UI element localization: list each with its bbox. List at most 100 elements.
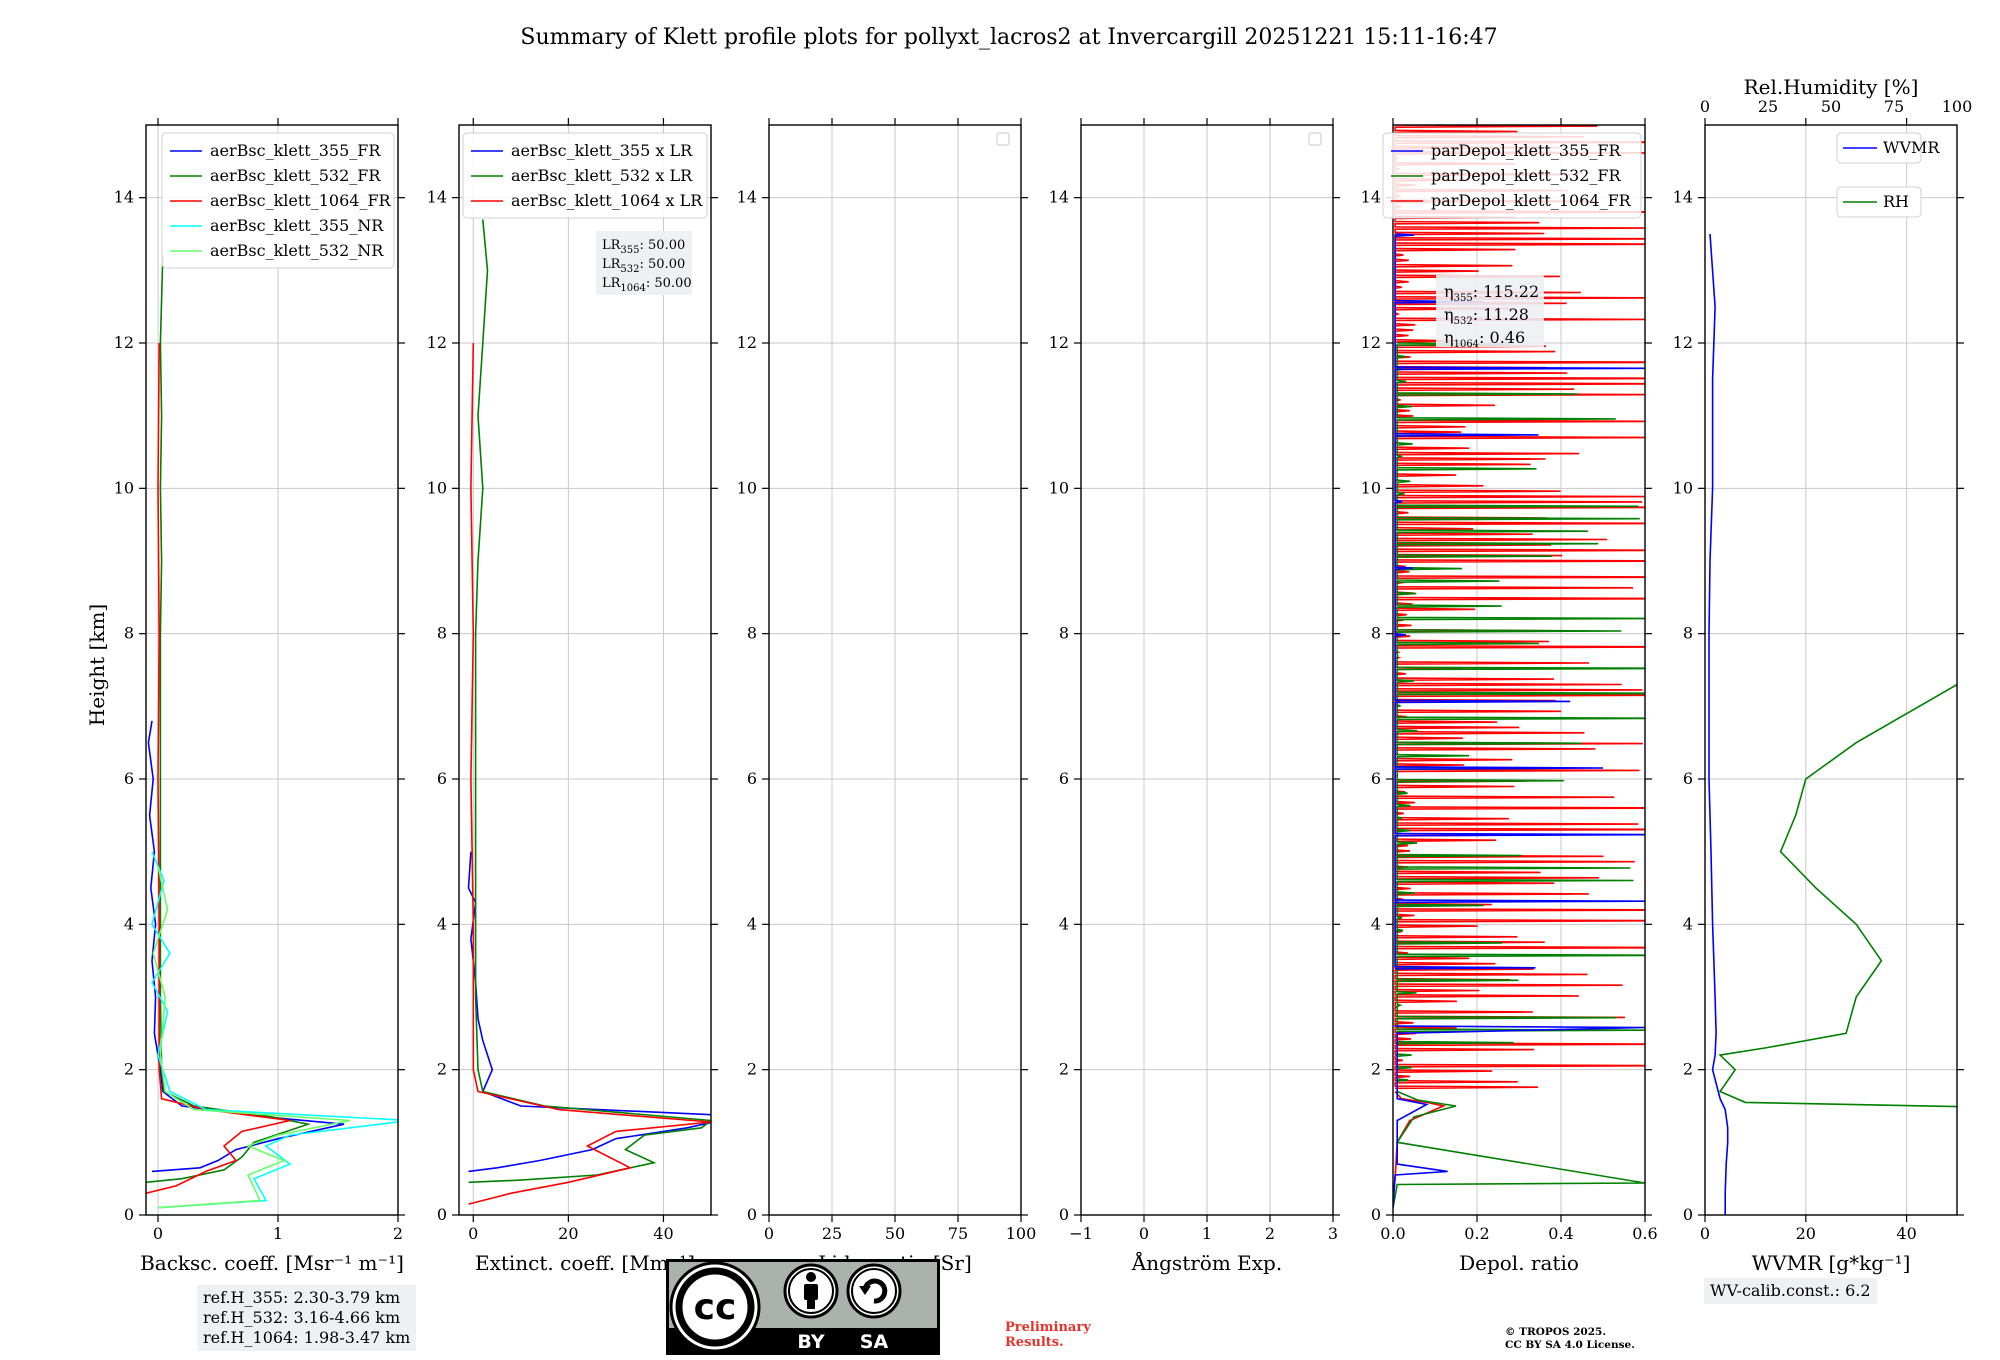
top-tick-label: 25	[1758, 97, 1778, 116]
x-tick-label: 1	[1202, 1224, 1212, 1243]
series-line-aerBsc_klett_355_FR	[147, 720, 345, 1173]
wv-calib-box: WV-calib.const.: 6.2	[1704, 1278, 1877, 1304]
x-axis-label: Backsc. coeff. [Msr⁻¹ m⁻¹]	[140, 1251, 404, 1275]
y-tick-label: 4	[1683, 914, 1693, 933]
x-tick-label: 0.0	[1380, 1224, 1405, 1243]
y-tick-label: 2	[437, 1060, 447, 1079]
y-tick-label: 4	[437, 914, 447, 933]
y-tick-label: 2	[747, 1060, 757, 1079]
lr-annotation-355: LR355: 50.00	[602, 238, 685, 256]
x-axis-label: Ångström Exp.	[1131, 1250, 1282, 1275]
x-tick-label: 40	[1896, 1224, 1916, 1243]
y-tick-label: 10	[1361, 478, 1381, 497]
y-tick-label: 12	[114, 333, 134, 352]
axes-frame	[458, 124, 712, 1216]
y-tick-label: 14	[1049, 188, 1069, 207]
y-tick-label: 10	[114, 478, 134, 497]
legend-entry-aerBsc_klett_1064 x LR: aerBsc_klett_1064 x LR	[511, 191, 703, 210]
x-tick-label: 100	[1006, 1224, 1037, 1243]
series-group	[467, 219, 711, 1205]
legend-entry-aerBsc_klett_355_FR: aerBsc_klett_355_FR	[210, 141, 381, 160]
x-tick-label: −1	[1069, 1224, 1093, 1243]
y-tick-label: 4	[124, 914, 134, 933]
y-tick-label: 4	[1059, 914, 1069, 933]
lr-annotation-532: LR532: 50.00	[602, 257, 685, 275]
series-line-parDepol_klett_532_FR	[1393, 1090, 1645, 1208]
top-tick-label: 0	[1700, 97, 1710, 116]
y-tick-label: 6	[1683, 769, 1693, 788]
y-tick-label: 14	[737, 188, 757, 207]
x-tick-label: 2	[1265, 1224, 1275, 1243]
y-tick-label: 2	[124, 1060, 134, 1079]
figure-title: Summary of Klett profile plots for polly…	[520, 25, 1497, 50]
y-tick-label: 8	[1683, 624, 1693, 643]
legend-entry-aerBsc_klett_355_NR: aerBsc_klett_355_NR	[210, 216, 384, 235]
ref-height-355: ref.H_355: 2.30-3.79 km	[203, 1288, 401, 1307]
y-tick-label: 14	[114, 188, 134, 207]
ref-height-532: ref.H_532: 3.16-4.66 km	[203, 1308, 401, 1327]
eta-annotation-532: η532: 11.28	[1444, 305, 1529, 327]
x-tick-label: 0	[468, 1224, 478, 1243]
x-tick-label: 20	[558, 1224, 578, 1243]
y-tick-label: 2	[1371, 1060, 1381, 1079]
panel-depol: 0.0 0.2 0.4 0.6 0 2 4 6 8 10 12 14 Depol. ratio parDe…	[1361, 118, 1658, 1275]
legend-entry-aerBsc_klett_355 x LR: aerBsc_klett_355 x LR	[511, 141, 693, 160]
axes-frame	[1704, 124, 1958, 1216]
series-line-aerBsc_klett_1064_FR	[146, 342, 291, 1194]
y-tick-label: 0	[1059, 1205, 1069, 1224]
y-tick-label: 10	[1049, 478, 1069, 497]
y-tick-label: 8	[437, 624, 447, 643]
legend-entry-parDepol_klett_1064_FR: parDepol_klett_1064_FR	[1431, 191, 1632, 210]
legend-box	[1836, 186, 1922, 218]
x-axis-label: Depol. ratio	[1459, 1251, 1579, 1275]
preliminary-results-note: Preliminary Results.	[1005, 1320, 1091, 1350]
x-tick-label: 20	[1796, 1224, 1816, 1243]
series-line-parDepol_klett_355_FR	[1394, 233, 1645, 970]
legend-entry-aerBsc_klett_532_NR: aerBsc_klett_532_NR	[210, 241, 384, 260]
panel-lidar-ratio: 025507510002468101214Lidar ratio [Sr]	[737, 118, 1037, 1275]
x-tick-label: 0	[764, 1224, 774, 1243]
legend-entry-parDepol_klett_355_FR: parDepol_klett_355_FR	[1431, 141, 1622, 160]
legend-entry-WVMR: WVMR	[1883, 138, 1940, 157]
series-line-aerBsc_klett_532 x LR	[468, 219, 711, 1184]
empty-legend	[996, 132, 1010, 146]
x-tick-label: 1	[273, 1224, 283, 1243]
y-tick-label: 6	[437, 769, 447, 788]
y-tick-label: 2	[1059, 1060, 1069, 1079]
series-line-RH	[1718, 683, 1957, 1108]
x-tick-label: 2	[393, 1224, 403, 1243]
x-tick-label: 50	[885, 1224, 905, 1243]
legend-box	[462, 132, 708, 219]
eta-annotation-box	[1436, 275, 1544, 347]
y-tick-label: 8	[1371, 624, 1381, 643]
y-tick-label: 4	[747, 914, 757, 933]
y-tick-label: 6	[124, 769, 134, 788]
x-axis-label: WVMR [g*kg⁻¹]	[1752, 1251, 1911, 1275]
x-tick-label: 0.6	[1632, 1224, 1657, 1243]
x-tick-label: 75	[948, 1224, 968, 1243]
lr-annotation-box	[596, 231, 692, 295]
axes-frame	[1392, 124, 1646, 1216]
y-tick-label: 10	[1673, 478, 1693, 497]
y-tick-label: 14	[427, 188, 447, 207]
top-tick-label: 50	[1821, 97, 1841, 116]
legend-entry-aerBsc_klett_532_FR: aerBsc_klett_532_FR	[210, 166, 381, 185]
series-line-WVMR	[1708, 233, 1729, 1215]
legend-entry-parDepol_klett_532_FR: parDepol_klett_532_FR	[1431, 166, 1622, 185]
y-tick-label: 6	[747, 769, 757, 788]
panel-extinction: 0 20 40 0 2 4 6 8 10 12 14 Extinct. coeff. [Mm⁻¹] ae…	[427, 118, 718, 1275]
lr-annotation-1064: LR1064: 50.00	[602, 276, 692, 294]
x-tick-label: 25	[822, 1224, 842, 1243]
series-line-aerBsc_klett_1064 x LR	[468, 342, 711, 1205]
y-tick-label: 0	[437, 1205, 447, 1224]
series-line-aerBsc_klett_532_NR	[152, 866, 351, 1209]
y-tick-label: 10	[737, 478, 757, 497]
x-tick-label: 0	[153, 1224, 163, 1243]
y-tick-label: 2	[1683, 1060, 1693, 1079]
cc-by-sa-badge: cc BY SA	[666, 1259, 940, 1355]
x-tick-label: 0	[1700, 1224, 1710, 1243]
wv-calib-text: WV-calib.const.: 6.2	[1710, 1281, 1871, 1300]
